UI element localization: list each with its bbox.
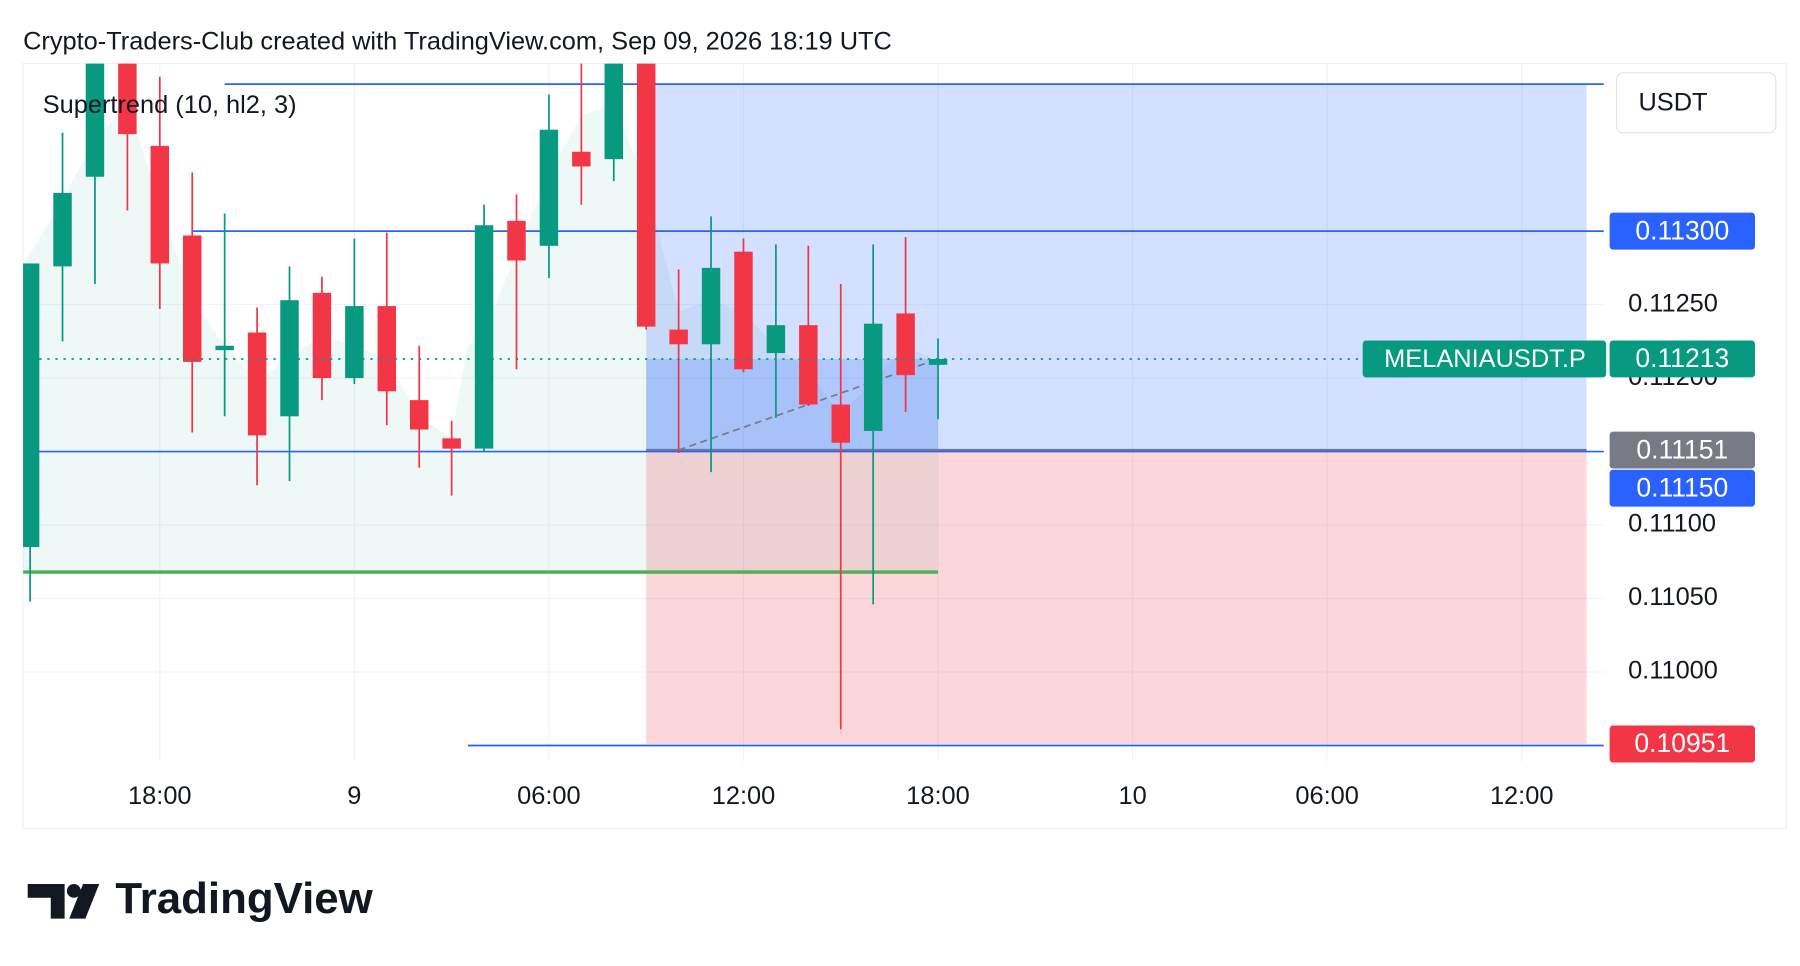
candle-body xyxy=(409,400,429,430)
candle-body xyxy=(669,329,688,345)
x-tick-label: 06:00 xyxy=(517,782,581,810)
candle-body xyxy=(766,325,786,354)
price-label: 0.11151 xyxy=(1636,434,1728,464)
currency[interactable]: USDT xyxy=(1638,89,1707,117)
candle-body xyxy=(474,225,494,449)
stop-zone xyxy=(646,450,1587,745)
candle-body xyxy=(701,267,721,345)
symbol-label: MELANIAUSDT.P xyxy=(1384,345,1586,373)
price-label-box xyxy=(1609,469,1755,507)
price-label-box xyxy=(1609,431,1755,469)
candle-body xyxy=(150,145,170,264)
candle-body xyxy=(215,345,234,351)
x-tick-label: 06:00 xyxy=(1295,782,1358,810)
candle-body xyxy=(636,63,656,327)
x-tick-label: 9 xyxy=(347,782,361,810)
plot-area xyxy=(23,63,1604,747)
indicator-label: Supertrend (10, hl2, 3) xyxy=(43,91,297,119)
logo-part xyxy=(69,883,100,919)
x-tick-label: 12:00 xyxy=(712,782,776,810)
price-label-box xyxy=(1609,212,1755,250)
candle-body xyxy=(312,292,332,379)
candle-body xyxy=(863,323,883,431)
candle-body xyxy=(183,235,202,362)
candle-body xyxy=(377,306,397,392)
candle-body xyxy=(53,192,72,267)
candle-body xyxy=(280,300,299,417)
price-label: 0.11150 xyxy=(1636,472,1728,502)
candle-body xyxy=(604,63,624,160)
candle-body xyxy=(118,63,137,135)
candle-body xyxy=(734,251,753,370)
open-profit xyxy=(646,358,939,451)
x-tick-label: 18:00 xyxy=(128,782,192,810)
logo-part xyxy=(66,883,81,898)
header: Crypto-Traders-Club created with Trading… xyxy=(23,28,892,56)
logo-part xyxy=(27,883,65,919)
price-label: 0.10951 xyxy=(1634,728,1730,758)
symbol-label-box xyxy=(1362,340,1607,378)
candle-body xyxy=(799,325,818,405)
candle-body xyxy=(831,404,850,443)
candle-body xyxy=(896,313,915,376)
y-tick-label: 0.11000 xyxy=(1628,657,1718,685)
candle-body xyxy=(345,306,364,379)
candle-body xyxy=(247,332,267,436)
x-tick-label: 10 xyxy=(1118,782,1146,810)
candle-body xyxy=(572,151,591,167)
candle-body xyxy=(85,63,105,177)
candle-body xyxy=(928,358,948,365)
x-tick-label: 18:00 xyxy=(906,782,970,810)
y-tick-label: 0.11100 xyxy=(1628,510,1716,538)
y-tick-label: 0.11250 xyxy=(1628,289,1718,317)
currency-box[interactable] xyxy=(1615,72,1777,134)
candle-body xyxy=(539,129,559,246)
price-label-box xyxy=(1609,340,1755,378)
x-tick-label: 12:00 xyxy=(1490,782,1554,810)
price-label-box xyxy=(1609,725,1755,763)
price-label: 0.11300 xyxy=(1635,215,1729,245)
y-tick-label: 0.11050 xyxy=(1628,583,1718,611)
candle-body xyxy=(442,438,461,449)
candle-body xyxy=(23,263,40,548)
brand: TradingView xyxy=(115,874,373,923)
brand-logo xyxy=(27,883,100,919)
candle-body xyxy=(507,220,526,261)
price-label: 0.11213 xyxy=(1635,343,1729,373)
